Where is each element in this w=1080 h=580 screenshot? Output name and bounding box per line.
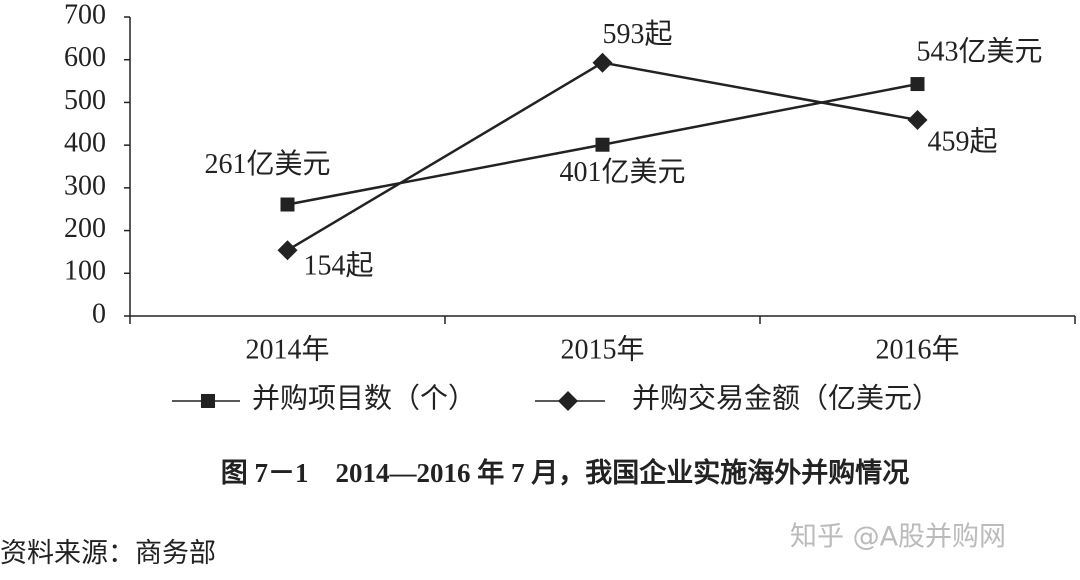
- marker: [277, 240, 298, 261]
- marker: [558, 391, 578, 411]
- data-label: 543亿美元: [916, 35, 1042, 67]
- y-tick-label: 700: [64, 0, 106, 30]
- y-tick-label: 100: [64, 256, 106, 287]
- data-label: 593起: [603, 19, 673, 50]
- data-label: 261亿美元: [204, 148, 330, 180]
- legend-label: 并购项目数（个）: [252, 382, 476, 414]
- x-tick-label: 2014年: [245, 333, 329, 365]
- marker: [907, 109, 928, 130]
- y-tick-label: 400: [64, 128, 106, 159]
- legend-label: 并购交易金额（亿美元）: [632, 382, 940, 414]
- y-tick-label: 0: [92, 298, 106, 329]
- marker: [280, 197, 295, 212]
- marker: [595, 137, 610, 152]
- watermark: 知乎 @A股并购网: [790, 522, 1006, 553]
- x-tick-label: 2015年: [560, 333, 644, 365]
- y-tick-label: 200: [64, 213, 106, 244]
- caption: 图 7－1 2014—2016 年 7 月，我国企业实施海外并购情况: [221, 457, 910, 488]
- marker: [910, 77, 925, 92]
- marker: [201, 394, 215, 408]
- y-tick-label: 600: [64, 42, 106, 73]
- data-label: 401亿美元: [559, 156, 685, 188]
- source: 资料来源：商务部: [0, 538, 216, 568]
- y-tick-label: 300: [64, 170, 106, 201]
- data-label: 459起: [928, 126, 998, 157]
- x-tick-label: 2016年: [875, 333, 959, 365]
- y-tick-label: 500: [64, 85, 106, 116]
- data-label: 154起: [304, 251, 374, 282]
- marker: [592, 52, 613, 73]
